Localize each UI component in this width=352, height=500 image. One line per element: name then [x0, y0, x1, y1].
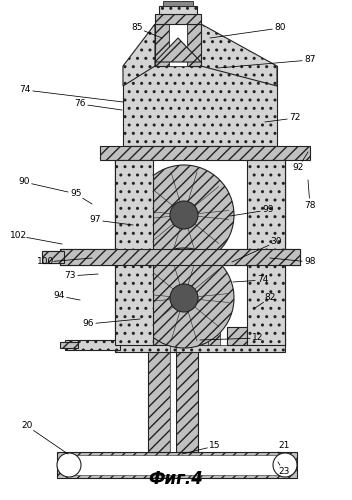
Bar	[227, 327, 247, 345]
Text: 100: 100	[37, 258, 55, 266]
Text: 30: 30	[270, 238, 282, 246]
Bar	[163, 1, 193, 6]
Text: 12: 12	[252, 334, 264, 342]
Bar	[187, 24, 201, 66]
Text: 78: 78	[304, 202, 316, 210]
Bar	[180, 320, 192, 345]
Bar	[208, 320, 220, 345]
Bar	[60, 249, 300, 265]
Text: 21: 21	[278, 442, 290, 450]
Circle shape	[134, 165, 234, 265]
Text: 72: 72	[289, 114, 301, 122]
Bar	[65, 340, 120, 350]
Bar	[192, 265, 208, 345]
Bar	[247, 160, 285, 345]
Text: 99: 99	[262, 206, 274, 214]
Text: 92: 92	[292, 164, 304, 172]
Bar	[65, 455, 289, 475]
Text: 96: 96	[82, 320, 94, 328]
Circle shape	[273, 453, 297, 477]
Text: 20: 20	[21, 422, 33, 430]
Bar	[153, 160, 247, 249]
Polygon shape	[155, 38, 201, 62]
Bar	[60, 249, 300, 265]
Bar	[57, 452, 297, 478]
Text: 90: 90	[18, 178, 30, 186]
Text: 98: 98	[304, 258, 316, 266]
Text: 80: 80	[274, 24, 286, 32]
Text: 73: 73	[64, 272, 76, 280]
Bar	[170, 337, 176, 452]
Bar	[155, 14, 201, 24]
Bar	[115, 160, 153, 249]
Text: 94: 94	[53, 292, 65, 300]
Bar	[155, 24, 169, 66]
Bar	[247, 160, 285, 345]
Polygon shape	[123, 24, 155, 86]
Text: 87: 87	[304, 56, 316, 64]
Bar	[153, 265, 247, 345]
Bar	[115, 160, 153, 345]
Text: 23: 23	[278, 468, 290, 476]
Text: 97: 97	[89, 216, 101, 224]
Circle shape	[134, 248, 234, 348]
Bar	[100, 146, 310, 160]
Bar	[247, 160, 285, 249]
Bar	[169, 24, 187, 66]
Text: 102: 102	[11, 232, 27, 240]
Text: 95: 95	[70, 190, 82, 198]
Circle shape	[170, 201, 198, 229]
Bar	[176, 337, 198, 452]
Polygon shape	[201, 24, 277, 86]
Bar	[153, 327, 173, 345]
Bar	[148, 337, 170, 452]
Circle shape	[57, 453, 81, 477]
Bar	[115, 160, 153, 345]
Text: 74: 74	[19, 86, 31, 94]
Text: Фиг.4: Фиг.4	[149, 470, 203, 488]
Bar	[159, 6, 197, 14]
Text: 85: 85	[131, 24, 143, 32]
Bar	[115, 338, 285, 352]
Bar	[42, 251, 64, 263]
Bar	[60, 342, 78, 348]
Circle shape	[170, 284, 198, 312]
Text: 76: 76	[74, 100, 86, 108]
Bar	[173, 335, 211, 345]
Text: 82: 82	[264, 294, 276, 302]
Text: 74: 74	[257, 276, 269, 284]
Bar	[123, 66, 277, 146]
Bar	[42, 251, 64, 263]
Text: 15: 15	[209, 442, 221, 450]
